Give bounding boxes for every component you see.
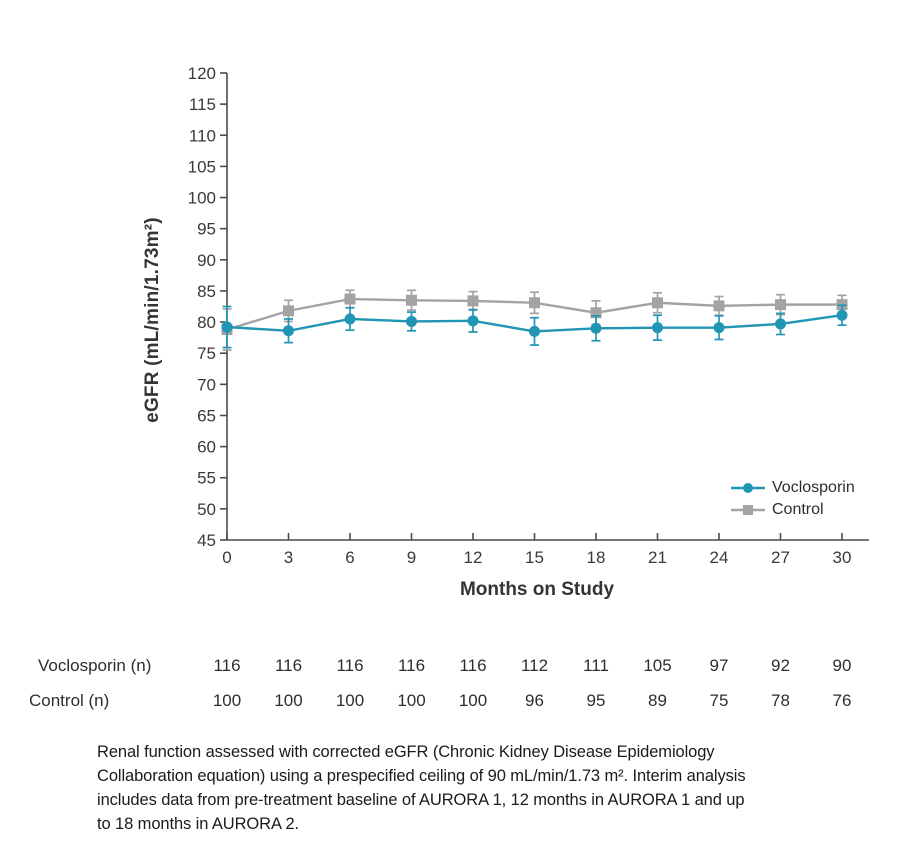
x-tick-label: 0 [222,548,231,567]
control-point [652,297,663,309]
control-point [283,305,294,317]
y-tick-label: 65 [197,406,216,425]
voclosporin-point [221,321,233,333]
control-point [467,295,479,307]
y-tick-label: 90 [197,251,216,270]
legend-item-voclosporin: Voclosporin [731,477,855,498]
control-point [590,307,602,319]
counts-cell: 116 [397,656,426,675]
counts-row-label-voclosporin: Voclosporin (n) [38,656,152,675]
y-tick-label: 45 [197,531,216,550]
voclosporin-point [775,318,786,330]
x-axis-title: Months on Study [459,579,615,600]
y-tick-label: 80 [197,313,216,332]
counts-cell: 90 [832,656,852,675]
y-tick-label: 50 [197,500,216,519]
x-tick-label: 6 [345,548,354,567]
voclosporin-point [529,325,540,337]
x-tick-label: 21 [648,548,667,567]
y-axis-title: eGFR (mL/min/1.73m²) [142,217,163,423]
counts-cell: 89 [648,691,667,710]
x-tick-label: 15 [525,548,544,567]
legend-item-control: Control [731,499,855,520]
voclosporin-point [836,309,848,321]
x-tick-label: 3 [284,548,293,567]
footnote: Renal function assessed with corrected e… [97,743,746,833]
counts-cell: 100 [458,691,488,710]
counts-cell: 78 [771,691,790,710]
counts-cell: 95 [586,691,606,710]
voclosporin-point [344,313,356,325]
counts-cell: 96 [525,691,544,710]
voclosporin-point [406,315,417,327]
y-tick-label: 75 [197,344,216,363]
control-point [344,293,356,305]
control-point [529,297,540,309]
counts-cell: 97 [709,656,729,675]
counts-cell: 100 [335,691,365,710]
counts-cell: 75 [709,691,729,710]
counts-row-label-control: Control (n) [29,691,110,710]
counts-cell: 116 [459,656,487,675]
voclosporin-point [467,315,479,327]
counts-cell: 112 [520,656,549,675]
voclosporin-point [713,322,725,334]
y-tick-label: 70 [197,375,216,394]
counts-cell: 116 [213,656,241,675]
legend-label-control: Control [772,500,824,518]
counts-cell: 76 [832,691,852,710]
x-tick-label: 30 [833,548,852,567]
counts-cell: 92 [771,656,790,675]
x-tick-label: 9 [407,548,416,567]
counts-cell: 105 [643,656,672,675]
x-tick-label: 12 [464,548,483,567]
y-tick-label: 85 [197,282,216,301]
control-point [406,294,417,306]
counts-cell: 116 [336,656,364,675]
y-tick-label: 95 [197,220,216,239]
legend: Voclosporin Control [731,477,855,520]
counts-cell: 111 [583,656,609,675]
control-point [775,299,786,311]
x-tick-label: 24 [710,548,729,567]
x-tick-label: 18 [587,548,606,567]
voclosporin-point [652,322,663,334]
y-tick-label: 100 [188,189,216,208]
counts-cell: 100 [212,691,242,710]
y-tick-label: 120 [188,64,216,83]
y-tick-label: 60 [197,438,216,457]
y-tick-label: 105 [188,157,216,176]
control-legend-marker-icon [731,504,765,515]
voclosporin-legend-marker-icon [731,482,765,493]
counts-cell: 100 [274,691,303,710]
x-tick-label: 27 [771,548,790,567]
legend-label-voclosporin: Voclosporin [772,478,855,496]
y-tick-label: 55 [197,469,216,488]
control-point [713,300,725,312]
voclosporin-point [283,325,294,337]
counts-cell: 116 [274,656,303,675]
counts-cell: 100 [397,691,426,710]
egfr-chart: 45 50 55 60 65 70 75 80 85 90 95 100 105 110 115 120 0 3 6… [188,64,869,567]
voclosporin-point [590,322,602,334]
y-tick-label: 110 [189,126,216,145]
y-tick-label: 115 [189,95,216,114]
